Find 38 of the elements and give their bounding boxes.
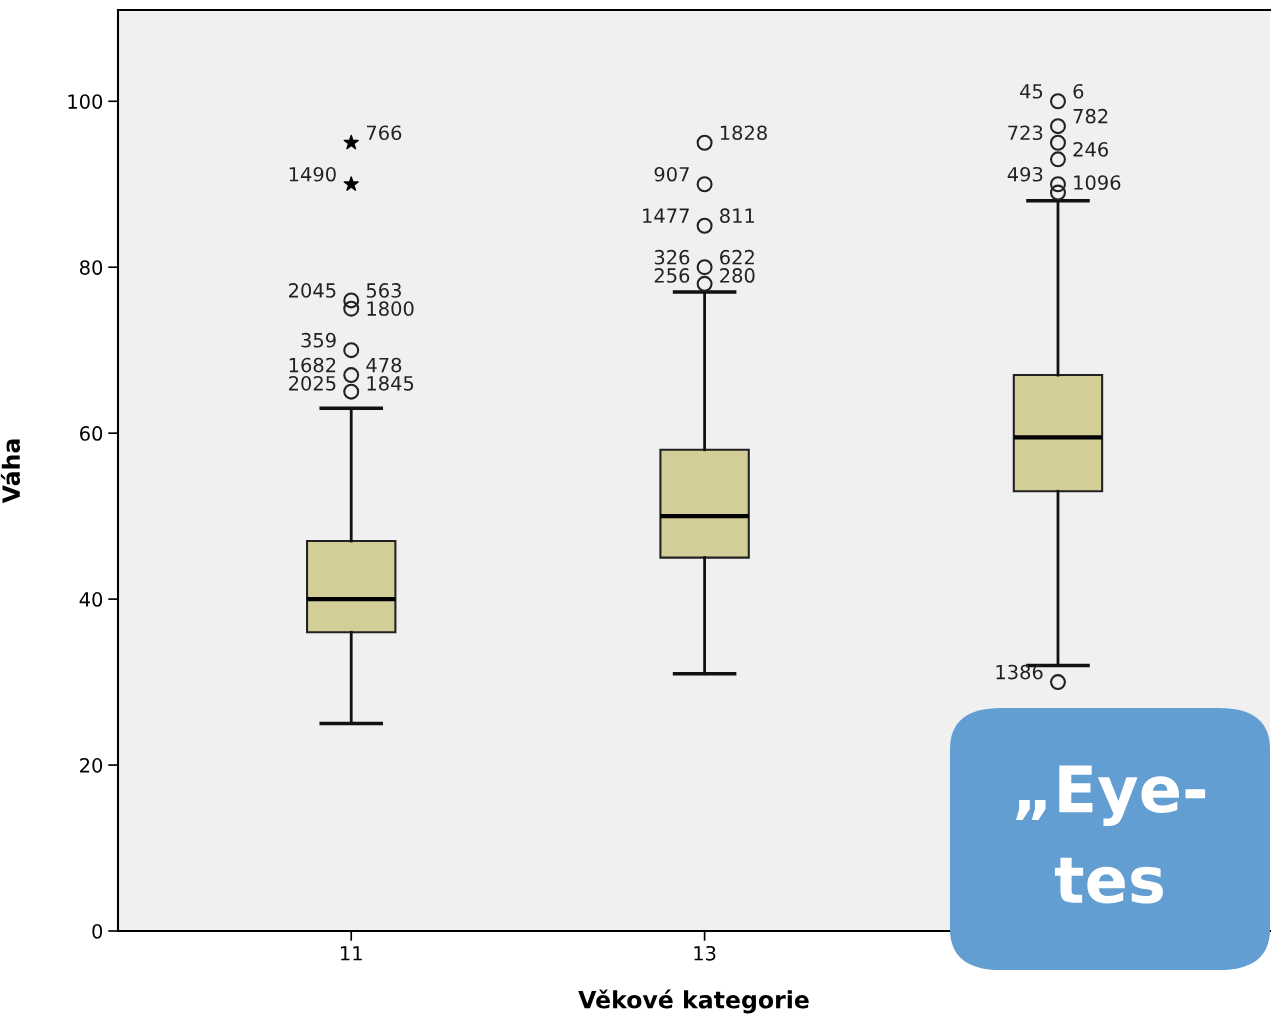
annotation: 1477 bbox=[643, 208, 689, 223]
y-tick-label: 100 bbox=[68, 94, 103, 109]
annotation: 1828 bbox=[720, 125, 767, 141]
y-axis-title: Váha bbox=[0, 439, 21, 504]
annotation: 622 bbox=[720, 249, 754, 265]
annotation: 493 bbox=[1007, 166, 1043, 182]
annotation: 1682 bbox=[289, 357, 336, 373]
annotation: 256 bbox=[654, 268, 690, 283]
annotation: 782 bbox=[1073, 108, 1108, 124]
x-tick-label: 11 bbox=[340, 946, 362, 961]
annotation: 2045 bbox=[289, 283, 336, 298]
annotation: 811 bbox=[720, 208, 755, 224]
annotation: 1845 bbox=[367, 375, 414, 391]
y-tick-label: 80 bbox=[79, 260, 103, 275]
annotation: 6 bbox=[1073, 83, 1084, 99]
annotation: 45 bbox=[1020, 84, 1043, 99]
y-tick-label: 0 bbox=[92, 923, 103, 939]
annotation: 766 bbox=[366, 125, 402, 141]
y-tick-label: 20 bbox=[80, 758, 103, 773]
text: tes bbox=[1054, 857, 1163, 904]
annotation: 563 bbox=[366, 283, 401, 298]
x-tick-label: 13 bbox=[694, 945, 716, 961]
annotation: 2025 bbox=[289, 375, 336, 391]
annotation: 246 bbox=[1073, 141, 1108, 157]
annotation: 723 bbox=[1008, 125, 1043, 141]
y-tick-label: 40 bbox=[79, 592, 103, 607]
annotation: 478 bbox=[366, 357, 402, 373]
y-tick-label: 60 bbox=[80, 426, 103, 441]
annotation: 1386 bbox=[996, 664, 1043, 680]
text: „Eye- bbox=[1016, 765, 1206, 826]
annotation: 907 bbox=[654, 166, 689, 182]
x-axis-title: Věkové kategorie bbox=[578, 989, 809, 1014]
annotation: 1800 bbox=[367, 301, 414, 316]
annotation: 326 bbox=[654, 249, 690, 265]
annotation: 1490 bbox=[289, 166, 336, 182]
annotation: 280 bbox=[720, 268, 755, 283]
annotation: 359 bbox=[301, 332, 336, 348]
annotation: 1096 bbox=[1074, 175, 1121, 190]
